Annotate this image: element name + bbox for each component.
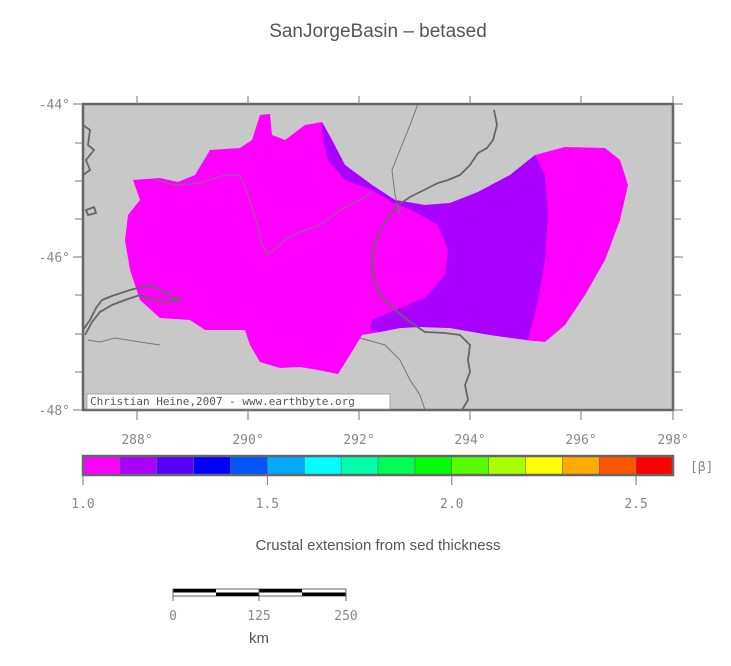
lon-label: 294° bbox=[454, 433, 485, 448]
credit-box bbox=[86, 393, 391, 410]
credit-text: Christian Heine,2007 - www.earthbyte.org bbox=[90, 395, 355, 408]
coastlines bbox=[82, 109, 498, 411]
colorbar-tick-label: 2.0 bbox=[440, 497, 463, 512]
colorbar-caption: Crustal extension from sed thickness bbox=[255, 537, 500, 554]
scale-label: 250 bbox=[334, 609, 357, 624]
colorbar-cell bbox=[230, 455, 269, 476]
border-north bbox=[391, 103, 419, 216]
colorbar-cell bbox=[451, 455, 490, 476]
scale-unit: km bbox=[249, 630, 269, 647]
colorbar-tick-label: 1.5 bbox=[256, 497, 279, 512]
colorbar-cell bbox=[267, 455, 306, 476]
colorbar-cell bbox=[156, 455, 195, 476]
lon-label: 292° bbox=[343, 433, 374, 448]
colorbar-cell bbox=[193, 455, 232, 476]
border-inland bbox=[154, 174, 373, 256]
lon-label: 288° bbox=[121, 433, 152, 448]
scale-bar bbox=[172, 588, 347, 601]
colorbar-cell bbox=[488, 455, 527, 476]
coastline-southwest bbox=[82, 284, 184, 336]
figure-title: SanJorgeBasin – betased bbox=[269, 21, 487, 42]
coastline-east bbox=[371, 109, 498, 411]
scale-label: 125 bbox=[247, 609, 270, 624]
colorbar-frame bbox=[81, 454, 675, 477]
colorbar-unit: [β] bbox=[690, 460, 713, 475]
scale-label: 0 bbox=[169, 609, 177, 624]
basin-region-beta-1-1 bbox=[322, 122, 548, 340]
lon-label: 290° bbox=[232, 433, 263, 448]
lat-label: -48° bbox=[39, 404, 70, 419]
lon-label: 296° bbox=[565, 433, 596, 448]
coastline-island-west bbox=[84, 205, 98, 217]
colorbar-cell bbox=[635, 455, 674, 476]
border-southeast bbox=[359, 337, 426, 411]
borders bbox=[87, 103, 426, 411]
colorbar-cell bbox=[414, 455, 453, 476]
colorbar-cell bbox=[562, 455, 601, 476]
lat-label: -44° bbox=[39, 98, 70, 113]
lon-label: 298° bbox=[657, 433, 688, 448]
colorbar-cell bbox=[119, 455, 158, 476]
colorbar-tick-label: 1.0 bbox=[71, 497, 94, 512]
colorbar-cell bbox=[598, 455, 637, 476]
frame-ticks bbox=[73, 96, 683, 420]
colorbar-cell bbox=[340, 455, 379, 476]
colorbar-tick-label: 2.5 bbox=[624, 497, 647, 512]
colorbar-cell bbox=[377, 455, 416, 476]
colorbar-cell bbox=[82, 455, 121, 476]
lat-label: -46° bbox=[39, 251, 70, 266]
colorbar-ticks: 1.0 1.5 2.0 2.5 bbox=[71, 475, 648, 512]
coastline-west bbox=[82, 124, 96, 176]
colorbar-cell bbox=[303, 455, 342, 476]
colorbar-cell bbox=[525, 455, 564, 476]
border-south bbox=[87, 337, 161, 346]
colorbar bbox=[82, 455, 674, 476]
